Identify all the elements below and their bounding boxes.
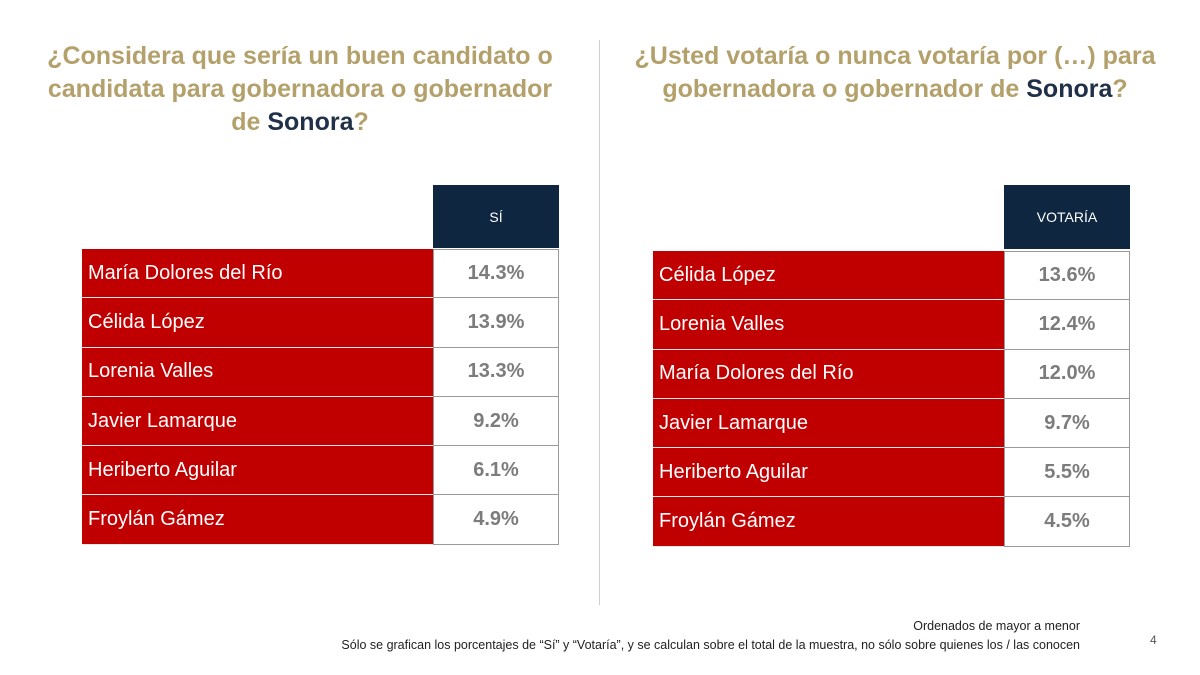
- candidate-percentage: 13.9%: [433, 298, 559, 348]
- right-question-title: ¿Usted votaría o nunca votaría por (…) p…: [630, 40, 1160, 106]
- left-title-end: ?: [353, 108, 369, 136]
- table-row: María Dolores del Río 14.3%: [82, 249, 559, 299]
- candidate-name: María Dolores del Río: [653, 349, 1004, 399]
- table-row: Lorenia Valles 12.4%: [653, 300, 1130, 350]
- table-row: Javier Lamarque 9.7%: [653, 398, 1130, 449]
- page-number: 4: [1150, 633, 1157, 647]
- candidate-name: Célida López: [82, 298, 433, 348]
- candidate-name: Froylán Gámez: [653, 497, 1004, 547]
- table-row: Froylán Gámez 4.5%: [653, 497, 1130, 547]
- candidate-name: Heriberto Aguilar: [82, 446, 433, 496]
- candidate-percentage: 4.9%: [433, 495, 559, 545]
- candidate-percentage: 12.4%: [1004, 300, 1130, 350]
- candidate-percentage: 9.7%: [1004, 398, 1130, 449]
- candidate-name: Heriberto Aguilar: [653, 448, 1004, 498]
- left-column-header: SÍ: [433, 185, 559, 248]
- candidate-name: Lorenia Valles: [653, 300, 1004, 350]
- methodology-note: Sólo se grafican los porcentajes de “Sí”…: [341, 638, 1080, 652]
- candidate-name: Célida López: [653, 251, 1004, 301]
- right-title-highlight: Sonora: [1026, 75, 1113, 103]
- right-title-text: ¿Usted votaría o nunca votaría por (…) p…: [634, 42, 1156, 103]
- table-row: Heriberto Aguilar 6.1%: [82, 446, 559, 496]
- candidate-percentage: 13.3%: [433, 347, 559, 397]
- candidate-percentage: 13.6%: [1004, 251, 1130, 301]
- table-row: Heriberto Aguilar 5.5%: [653, 448, 1130, 498]
- candidate-percentage: 9.2%: [433, 396, 559, 447]
- table-row: Lorenia Valles 13.3%: [82, 347, 559, 397]
- table-row: Célida López 13.6%: [653, 251, 1130, 301]
- candidate-name: Javier Lamarque: [82, 396, 433, 447]
- vertical-divider: [599, 40, 600, 605]
- sort-order-note: Ordenados de mayor a menor: [913, 619, 1080, 633]
- table-row: María Dolores del Río 12.0%: [653, 349, 1130, 399]
- candidate-percentage: 5.5%: [1004, 448, 1130, 498]
- left-title-highlight: Sonora: [267, 108, 354, 136]
- right-title-end: ?: [1112, 75, 1128, 103]
- table-row: Froylán Gámez 4.9%: [82, 495, 559, 545]
- left-title-text: ¿Considera que sería un buen candidato o…: [47, 42, 553, 136]
- candidate-percentage: 14.3%: [433, 249, 559, 299]
- candidate-name: Lorenia Valles: [82, 347, 433, 397]
- candidate-percentage: 12.0%: [1004, 349, 1130, 399]
- candidate-name: Froylán Gámez: [82, 495, 433, 545]
- left-results-table: María Dolores del Río 14.3% Célida López 1…: [82, 249, 559, 545]
- table-row: Célida López 13.9%: [82, 298, 559, 348]
- left-question-title: ¿Considera que sería un buen candidato o…: [40, 40, 560, 139]
- table-row: Javier Lamarque 9.2%: [82, 396, 559, 447]
- candidate-name: María Dolores del Río: [82, 249, 433, 299]
- right-column-header: VOTARÍA: [1004, 185, 1130, 249]
- candidate-percentage: 4.5%: [1004, 497, 1130, 547]
- candidate-percentage: 6.1%: [433, 446, 559, 496]
- candidate-name: Javier Lamarque: [653, 398, 1004, 449]
- right-results-table: Célida López 13.6% Lorenia Valles 12.4% Ma…: [653, 251, 1130, 547]
